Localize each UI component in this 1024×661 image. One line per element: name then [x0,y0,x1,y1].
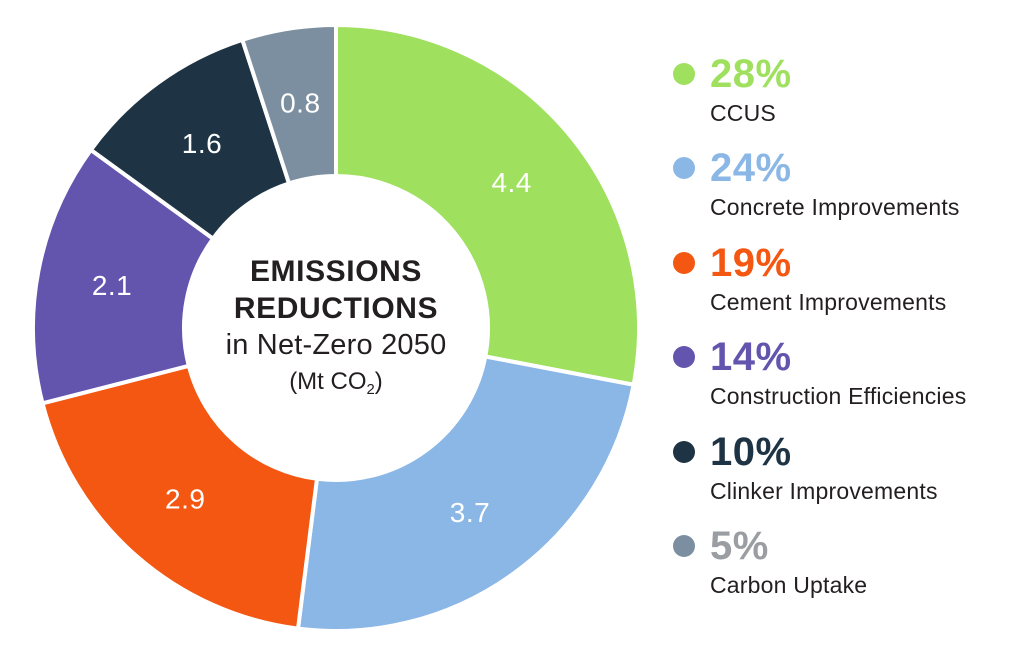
legend-color-dot-icon [673,157,695,180]
legend-item-header: 19% [673,243,1018,283]
legend-label: Clinker Improvements [710,477,938,504]
legend-percent: 10% [710,429,792,474]
legend-label: Concrete Improvements [710,194,960,221]
legend-item-carbon-uptake: 5% Carbon Uptake [673,526,1018,598]
donut-segment-concrete-improvements [295,354,636,633]
legend-color-dot-icon [673,251,695,274]
legend-item-cement-improvements: 19% Cement Improvements [673,243,1018,315]
legend-label: Cement Improvements [710,288,947,315]
legend-color-dot-icon [673,346,695,369]
donut-segment-cement-improvements [40,363,320,631]
legend-percent: 28% [710,52,792,96]
legend-label: CCUS [710,100,776,126]
segment-value-concrete-improvements: 3.7 [450,497,490,528]
segment-value-ccus: 4.4 [491,167,531,198]
legend-item-header: 14% [673,337,1018,377]
legend-percent: 14% [710,335,792,380]
legend-item-ccus: 28% CCUS [673,54,1018,126]
donut-svg: 4.4 3.7 2.9 2.1 1.6 0.8 [31,22,641,633]
legend: 28% CCUS 24% Concrete Improvements 19% C… [673,54,1018,621]
legend-item-header: 5% [673,526,1018,566]
legend-item-construction-efficiencies: 14% Construction Efficiencies [673,337,1018,409]
donut-chart: 4.4 3.7 2.9 2.1 1.6 0.8 EMISSIONS REDUCTIONS … [24,16,648,640]
donut-segment-construction-efficiencies [31,147,216,406]
segment-value-carbon-uptake: 0.8 [280,87,320,118]
legend-item-header: 28% [673,54,1018,94]
donut-segment-carbon-uptake [239,22,338,186]
segment-value-construction-efficiencies: 2.1 [92,270,132,301]
legend-item-concrete-improvements: 24% Concrete Improvements [673,148,1018,220]
legend-color-dot-icon [673,440,695,463]
legend-item-clinker-improvements: 10% Clinker Improvements [673,432,1018,504]
legend-percent: 24% [710,146,792,191]
legend-color-dot-icon [673,63,695,85]
legend-percent: 5% [710,524,769,569]
donut-segment-ccus [334,22,641,388]
legend-label: Construction Efficiencies [710,383,967,410]
segment-value-clinker-improvements: 1.6 [182,128,222,159]
legend-item-header: 24% [673,148,1018,188]
segment-value-cement-improvements: 2.9 [165,484,205,515]
legend-color-dot-icon [673,535,695,558]
legend-item-header: 10% [673,432,1018,472]
legend-percent: 19% [710,240,792,285]
legend-label: Carbon Uptake [710,572,868,599]
